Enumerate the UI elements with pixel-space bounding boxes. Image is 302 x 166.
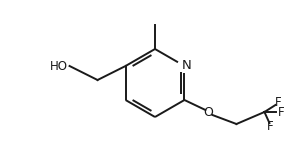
Text: HO: HO <box>50 59 68 73</box>
Text: O: O <box>204 106 214 119</box>
Text: N: N <box>182 58 191 72</box>
Text: F: F <box>278 106 285 119</box>
Text: F: F <box>267 120 274 132</box>
Text: F: F <box>275 95 282 109</box>
